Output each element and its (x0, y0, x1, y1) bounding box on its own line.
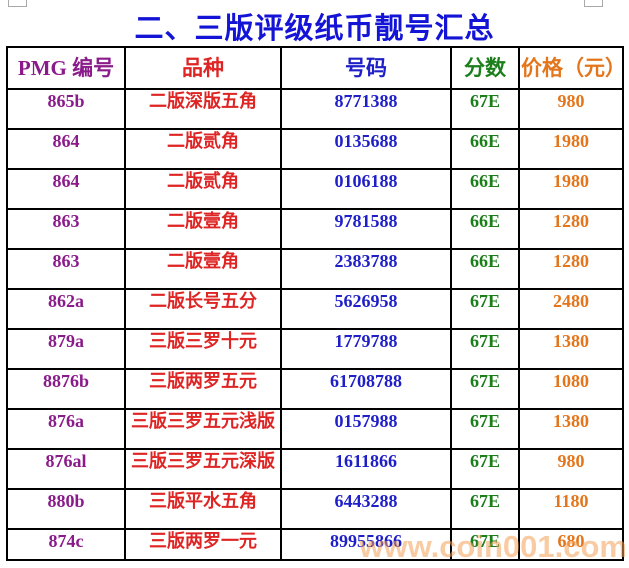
cell-variety: 三版三罗五元浅版 (124, 408, 282, 450)
table-row: 8876b 三版两罗五元 61708788 67E 1080 (6, 368, 624, 410)
cell-number: 1611866 (280, 448, 452, 490)
cell-variety: 二版深版五角 (124, 88, 282, 130)
table-row: 865b 二版深版五角 8771388 67E 980 (6, 88, 624, 130)
cell-grade: 67E (450, 488, 520, 530)
cell-number: 6443288 (280, 488, 452, 530)
cell-number: 0157988 (280, 408, 452, 450)
cell-price: 2480 (518, 288, 624, 330)
cell-price: 1280 (518, 248, 624, 290)
cell-grade: 67E (450, 328, 520, 370)
column-header-grade: 分数 (450, 46, 520, 90)
column-header-pmg: PMG 编号 (6, 46, 126, 90)
cell-pmg: 879a (6, 328, 126, 370)
cell-grade: 66E (450, 168, 520, 210)
cell-price: 1980 (518, 168, 624, 210)
cell-grade: 66E (450, 208, 520, 250)
cell-variety: 三版两罗一元 (124, 528, 282, 561)
cell-pmg: 864 (6, 168, 126, 210)
cell-price: 1980 (518, 128, 624, 170)
cell-grade: 67E (450, 448, 520, 490)
cell-grade: 67E (450, 288, 520, 330)
cell-variety: 二版贰角 (124, 168, 282, 210)
cell-pmg: 863 (6, 248, 126, 290)
cell-variety: 二版壹角 (124, 248, 282, 290)
cell-pmg: 8876b (6, 368, 126, 410)
cell-variety: 二版壹角 (124, 208, 282, 250)
cell-variety: 三版三罗十元 (124, 328, 282, 370)
table-row: 862a 二版长号五分 5626958 67E 2480 (6, 288, 624, 330)
cell-variety: 三版三罗五元深版 (124, 448, 282, 490)
cell-price: 1380 (518, 408, 624, 450)
cell-grade: 67E (450, 368, 520, 410)
table-row: 864 二版贰角 0135688 66E 1980 (6, 128, 624, 170)
cell-number: 9781588 (280, 208, 452, 250)
image-resize-handle-right (584, 0, 603, 7)
cell-price: 1180 (518, 488, 624, 530)
table-row: 863 二版壹角 2383788 66E 1280 (6, 248, 624, 290)
image-resize-handle-left (8, 0, 27, 7)
cell-pmg: 876a (6, 408, 126, 450)
cell-grade: 66E (450, 248, 520, 290)
column-header-number: 号码 (280, 46, 452, 90)
cell-variety: 二版长号五分 (124, 288, 282, 330)
cell-number: 89955866 (280, 528, 452, 561)
table-body: 865b 二版深版五角 8771388 67E 980 864 二版贰角 0135688 66E… (6, 88, 624, 561)
cell-price: 980 (518, 88, 624, 130)
table-row: 863 二版壹角 9781588 66E 1280 (6, 208, 624, 250)
cell-number: 1779788 (280, 328, 452, 370)
graded-banknote-table: PMG 编号 品种 号码 分数 价格（元） 865b 二版深版五角 8771388 67E 98… (6, 46, 624, 561)
cell-pmg: 880b (6, 488, 126, 530)
cell-pmg: 874c (6, 528, 126, 561)
cell-grade: 67E (450, 528, 520, 561)
cell-pmg: 865b (6, 88, 126, 130)
cell-number: 0135688 (280, 128, 452, 170)
table-row: 879a 三版三罗十元 1779788 67E 1380 (6, 328, 624, 370)
cell-grade: 66E (450, 128, 520, 170)
table-row: 876a 三版三罗五元浅版 0157988 67E 1380 (6, 408, 624, 450)
column-header-variety: 品种 (124, 46, 282, 90)
cell-pmg: 863 (6, 208, 126, 250)
cell-variety: 二版贰角 (124, 128, 282, 170)
header-row: PMG 编号 品种 号码 分数 价格（元） (6, 46, 624, 90)
cell-price: 1280 (518, 208, 624, 250)
table-row: 864 二版贰角 0106188 66E 1980 (6, 168, 624, 210)
cell-number: 61708788 (280, 368, 452, 410)
cell-grade: 67E (450, 88, 520, 130)
cell-number: 0106188 (280, 168, 452, 210)
cell-number: 2383788 (280, 248, 452, 290)
cell-number: 5626958 (280, 288, 452, 330)
cell-number: 8771388 (280, 88, 452, 130)
page-title: 二、三版评级纸币靓号汇总 (134, 13, 495, 45)
cell-variety: 三版平水五角 (124, 488, 282, 530)
table-row: 876al 三版三罗五元深版 1611866 67E 980 (6, 448, 624, 490)
cell-grade: 67E (450, 408, 520, 450)
table-row: 874c 三版两罗一元 89955866 67E 680 (6, 528, 624, 561)
column-header-price: 价格（元） (518, 46, 624, 90)
cell-variety: 三版两罗五元 (124, 368, 282, 410)
cell-pmg: 864 (6, 128, 126, 170)
cell-pmg: 862a (6, 288, 126, 330)
cell-price: 1380 (518, 328, 624, 370)
cell-price: 980 (518, 448, 624, 490)
cell-price: 1080 (518, 368, 624, 410)
cell-pmg: 876al (6, 448, 126, 490)
cell-price: 680 (518, 528, 624, 561)
table-row: 880b 三版平水五角 6443288 67E 1180 (6, 488, 624, 530)
